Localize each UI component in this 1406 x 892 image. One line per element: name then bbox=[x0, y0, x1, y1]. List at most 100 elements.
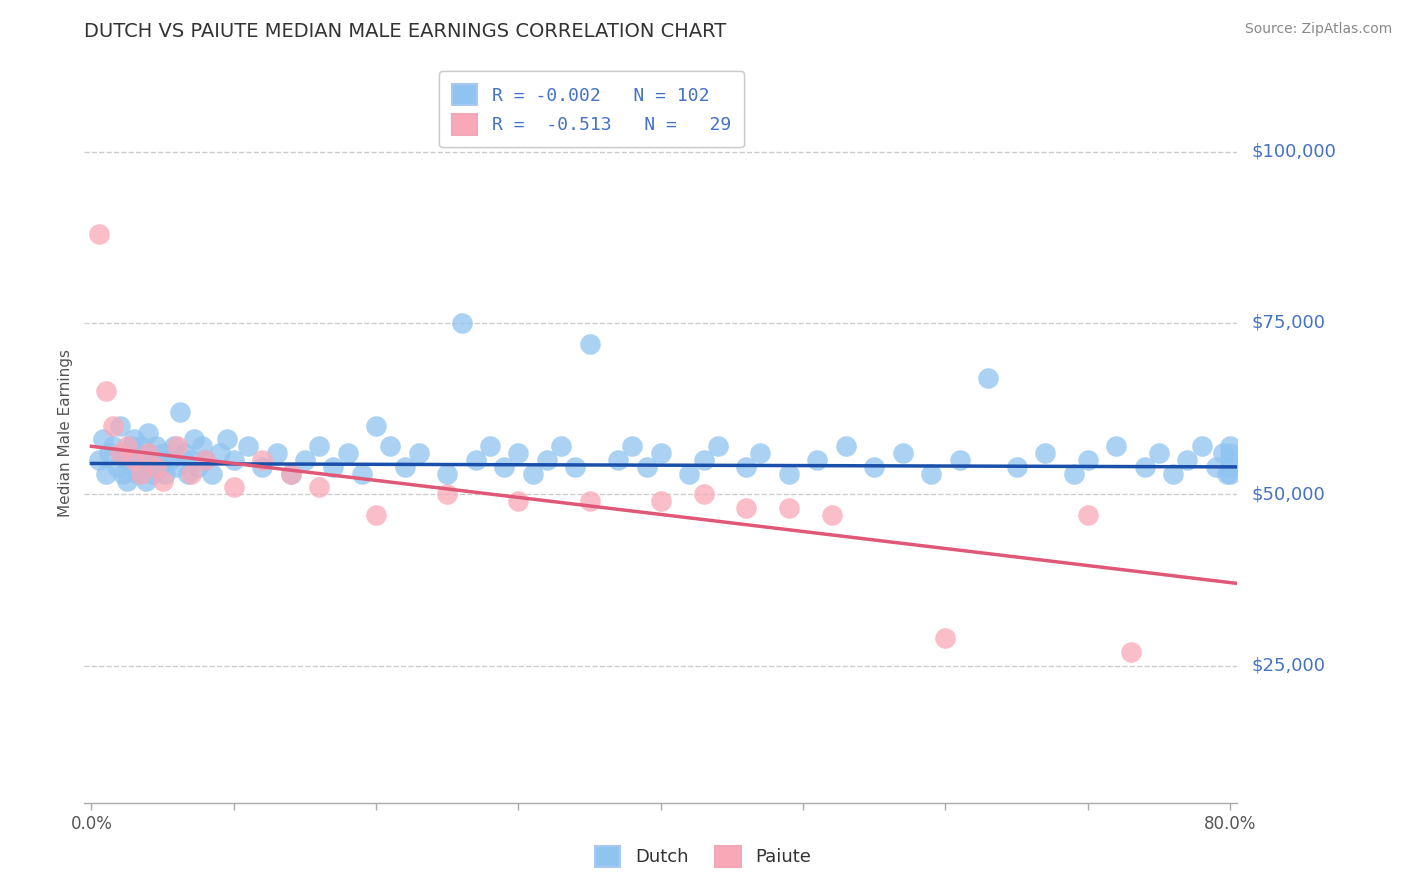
Point bbox=[949, 453, 972, 467]
Point bbox=[1177, 453, 1199, 467]
Point bbox=[138, 446, 160, 460]
Point bbox=[820, 508, 842, 522]
Text: $100,000: $100,000 bbox=[1251, 143, 1336, 161]
Point bbox=[1191, 439, 1213, 453]
Point bbox=[508, 494, 530, 508]
Point bbox=[155, 467, 177, 481]
Point bbox=[129, 439, 152, 453]
Point bbox=[201, 467, 224, 481]
Point bbox=[159, 453, 181, 467]
Point bbox=[564, 459, 586, 474]
Point bbox=[266, 446, 288, 460]
Point bbox=[108, 418, 131, 433]
Point bbox=[252, 459, 274, 474]
Point bbox=[101, 439, 124, 453]
Point bbox=[152, 446, 174, 460]
Point bbox=[236, 439, 259, 453]
Point bbox=[1219, 459, 1241, 474]
Point bbox=[778, 501, 800, 516]
Point bbox=[138, 446, 160, 460]
Point bbox=[835, 439, 858, 453]
Point bbox=[152, 474, 174, 488]
Point bbox=[1077, 508, 1099, 522]
Point bbox=[177, 467, 200, 481]
Point bbox=[183, 433, 205, 447]
Point bbox=[294, 453, 316, 467]
Point bbox=[650, 494, 672, 508]
Point bbox=[191, 439, 214, 453]
Point bbox=[380, 439, 402, 453]
Point bbox=[145, 459, 167, 474]
Point bbox=[180, 453, 202, 467]
Point bbox=[166, 459, 188, 474]
Point bbox=[550, 439, 572, 453]
Point bbox=[187, 459, 209, 474]
Point bbox=[408, 446, 430, 460]
Point bbox=[1161, 467, 1184, 481]
Point bbox=[101, 418, 124, 433]
Point bbox=[706, 439, 728, 453]
Point bbox=[678, 467, 700, 481]
Point bbox=[208, 446, 231, 460]
Point bbox=[636, 459, 658, 474]
Point bbox=[173, 446, 195, 460]
Point bbox=[122, 459, 145, 474]
Point bbox=[607, 453, 630, 467]
Point bbox=[735, 459, 758, 474]
Point bbox=[120, 439, 142, 453]
Point bbox=[129, 467, 152, 481]
Text: $75,000: $75,000 bbox=[1251, 314, 1326, 332]
Point bbox=[366, 418, 388, 433]
Text: $50,000: $50,000 bbox=[1251, 485, 1324, 503]
Point bbox=[1219, 446, 1241, 460]
Point bbox=[508, 446, 530, 460]
Point bbox=[141, 453, 163, 467]
Point bbox=[169, 405, 191, 419]
Point bbox=[621, 439, 644, 453]
Point bbox=[87, 227, 110, 241]
Point bbox=[122, 433, 145, 447]
Point bbox=[163, 439, 186, 453]
Point bbox=[1105, 439, 1128, 453]
Point bbox=[91, 433, 114, 447]
Point bbox=[129, 453, 152, 467]
Point bbox=[749, 446, 772, 460]
Point bbox=[145, 439, 167, 453]
Point bbox=[650, 446, 672, 460]
Point bbox=[735, 501, 758, 516]
Point bbox=[536, 453, 558, 467]
Point bbox=[1063, 467, 1085, 481]
Point bbox=[222, 480, 245, 494]
Point bbox=[308, 480, 330, 494]
Point bbox=[94, 467, 117, 481]
Point bbox=[115, 439, 138, 453]
Point bbox=[350, 467, 373, 481]
Point bbox=[180, 467, 202, 481]
Text: $25,000: $25,000 bbox=[1251, 657, 1326, 674]
Text: Source: ZipAtlas.com: Source: ZipAtlas.com bbox=[1244, 22, 1392, 37]
Point bbox=[494, 459, 516, 474]
Point bbox=[194, 453, 217, 467]
Point bbox=[215, 433, 238, 447]
Legend: Dutch, Paiute: Dutch, Paiute bbox=[588, 838, 818, 874]
Point bbox=[149, 459, 172, 474]
Point bbox=[115, 474, 138, 488]
Point bbox=[252, 453, 274, 467]
Text: DUTCH VS PAIUTE MEDIAN MALE EARNINGS CORRELATION CHART: DUTCH VS PAIUTE MEDIAN MALE EARNINGS COR… bbox=[84, 22, 727, 41]
Point bbox=[778, 467, 800, 481]
Point bbox=[142, 467, 165, 481]
Point bbox=[280, 467, 302, 481]
Point bbox=[479, 439, 502, 453]
Point bbox=[1133, 459, 1156, 474]
Point bbox=[135, 474, 157, 488]
Point bbox=[692, 487, 714, 501]
Point bbox=[1212, 446, 1234, 460]
Point bbox=[1147, 446, 1170, 460]
Point bbox=[522, 467, 544, 481]
Point bbox=[1077, 453, 1099, 467]
Point bbox=[450, 316, 472, 330]
Point bbox=[166, 439, 188, 453]
Point bbox=[105, 459, 128, 474]
Point bbox=[578, 336, 600, 351]
Point bbox=[578, 494, 600, 508]
